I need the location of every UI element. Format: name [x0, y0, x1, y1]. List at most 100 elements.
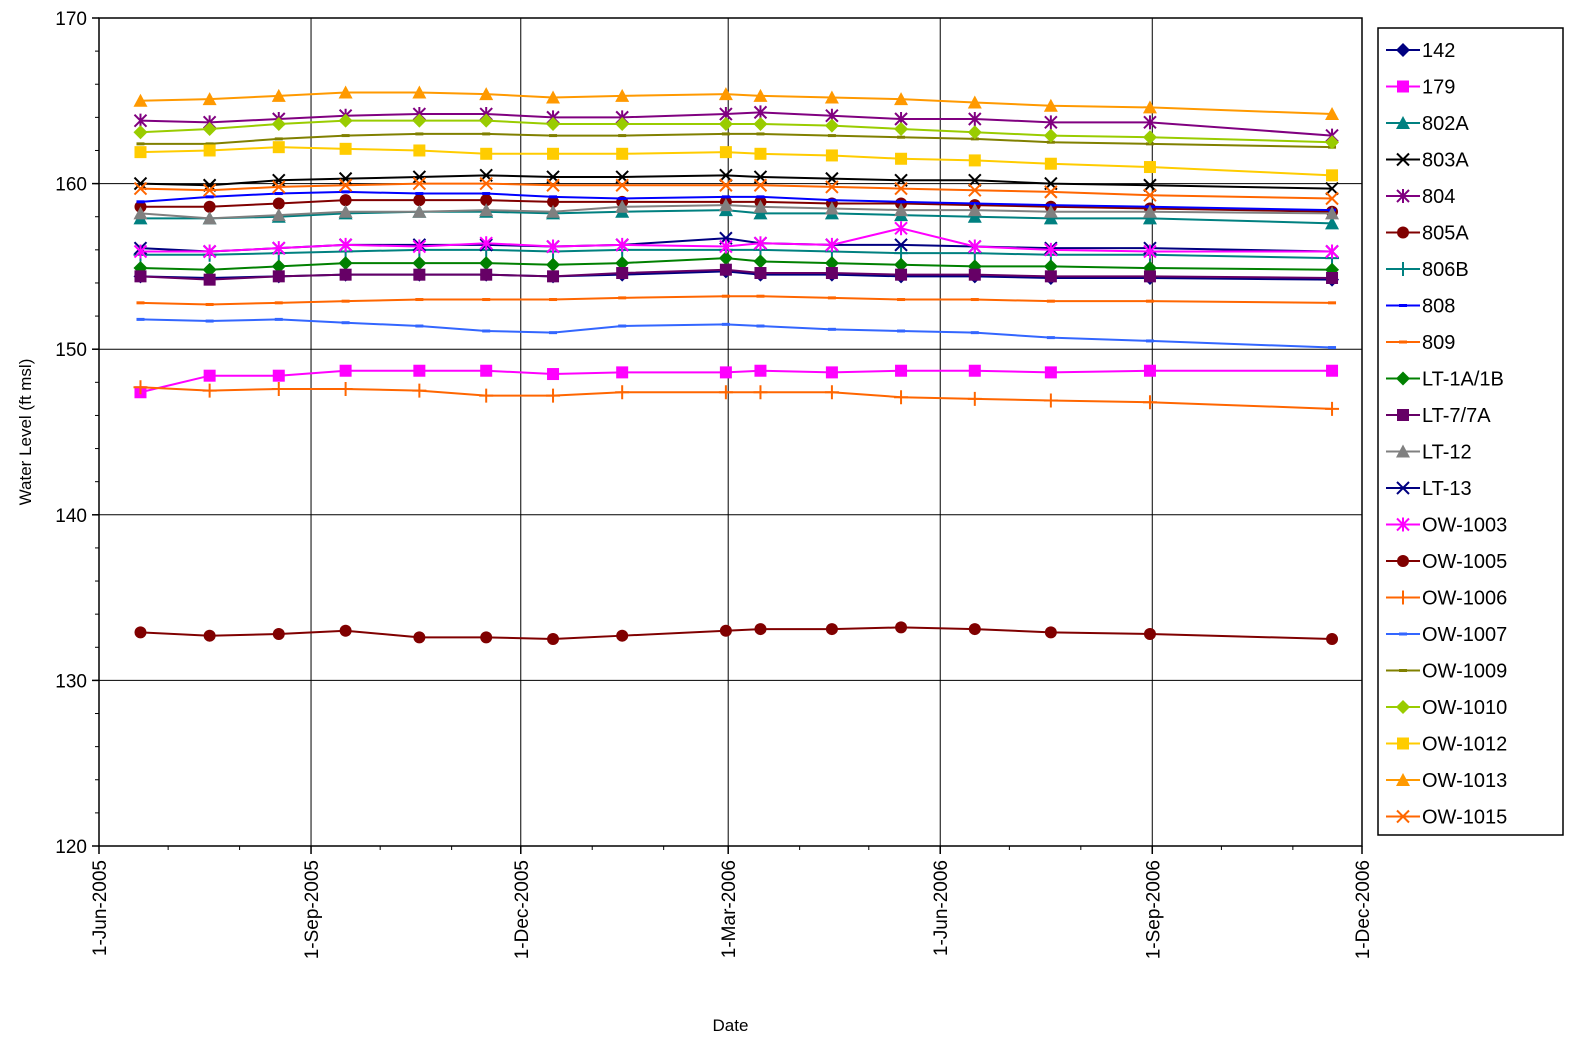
data-point	[415, 324, 424, 328]
data-point	[718, 198, 733, 212]
data-point	[547, 195, 560, 208]
data-point	[272, 369, 285, 382]
data-point	[203, 273, 216, 286]
data-point	[1044, 270, 1057, 283]
data-point	[1143, 628, 1156, 641]
data-point	[274, 317, 283, 321]
legend-label: OW-1015	[1422, 807, 1507, 829]
series-ow-1009	[136, 132, 1337, 149]
legend-marker	[1396, 371, 1410, 386]
data-point	[615, 385, 630, 400]
series-line-ow-1015	[140, 182, 1333, 200]
data-point	[341, 134, 350, 138]
data-point	[274, 192, 283, 196]
data-point	[615, 116, 630, 131]
legend-label: LT-7/7A	[1422, 405, 1491, 427]
data-point	[479, 388, 494, 403]
data-point	[615, 237, 629, 252]
data-point	[967, 391, 982, 406]
legend-label: OW-1003	[1422, 515, 1507, 537]
data-point	[133, 206, 148, 220]
series-line-802a	[140, 209, 1333, 225]
data-point	[202, 244, 217, 259]
data-point	[756, 132, 765, 136]
data-point	[480, 194, 493, 207]
legend-marker	[1396, 517, 1410, 532]
data-point	[824, 256, 839, 271]
data-point	[202, 92, 217, 106]
data-point	[616, 629, 629, 642]
data-point	[203, 200, 216, 213]
legend-item-ow-1015: OW-1015	[1386, 807, 1507, 829]
data-point	[616, 366, 629, 379]
data-point	[479, 256, 494, 271]
legend-label: 809	[1422, 332, 1455, 354]
legend-marker	[1396, 590, 1410, 605]
data-point	[1044, 242, 1058, 257]
series-ow-1013	[133, 85, 1340, 121]
series-179	[134, 364, 1339, 399]
data-point	[272, 628, 285, 641]
legend-item-ow-1013: OW-1013	[1386, 770, 1507, 792]
data-point	[480, 631, 493, 644]
data-point	[480, 268, 493, 281]
data-point	[338, 85, 353, 99]
data-point	[970, 331, 979, 335]
legend-label: OW-1007	[1422, 624, 1507, 646]
data-point	[1044, 157, 1057, 170]
series-line-179	[140, 369, 1333, 394]
data-point	[897, 200, 906, 204]
data-point	[134, 270, 147, 283]
data-point	[341, 190, 350, 194]
legend-marker	[1396, 189, 1410, 203]
data-point	[1325, 191, 1339, 206]
data-point	[894, 121, 909, 136]
data-point	[616, 267, 629, 280]
data-point	[1325, 216, 1340, 230]
data-point	[482, 298, 491, 302]
data-point	[824, 385, 839, 400]
data-point	[894, 257, 909, 272]
x-tick-label: 1-Dec-2005	[512, 860, 533, 959]
data-point	[1043, 211, 1058, 225]
data-point	[753, 88, 768, 102]
data-point	[968, 268, 981, 281]
data-point	[1142, 395, 1157, 410]
y-tick-label: 150	[55, 340, 87, 361]
data-point	[827, 198, 836, 202]
data-point	[479, 176, 493, 191]
data-point	[133, 93, 148, 107]
data-point	[719, 146, 732, 159]
data-point	[1325, 107, 1340, 121]
series-line-808	[140, 190, 1333, 212]
data-point	[616, 147, 629, 160]
data-point	[338, 237, 353, 252]
legend-marker	[1396, 43, 1410, 57]
data-point	[894, 238, 908, 252]
series-ow-1005	[134, 621, 1339, 645]
data-point	[1143, 270, 1156, 283]
data-point	[546, 90, 561, 104]
data-point	[718, 116, 733, 131]
data-point	[967, 209, 982, 223]
data-point	[546, 204, 561, 218]
data-point	[754, 147, 767, 160]
data-point	[756, 294, 765, 298]
data-point	[546, 178, 560, 192]
legend-item-ow-1003: OW-1003	[1386, 515, 1507, 537]
data-point	[547, 368, 560, 381]
series-line-lt-12	[140, 204, 1333, 220]
series-ow-1015	[133, 176, 1339, 206]
data-point	[341, 321, 350, 325]
data-point	[1143, 364, 1156, 377]
legend: 142 179 802A 803A 804 805A 806B 808 809 LT-1A/1B L…	[1377, 27, 1564, 836]
data-point	[719, 624, 732, 637]
data-point	[202, 383, 217, 398]
data-point	[753, 178, 768, 192]
data-point	[272, 241, 286, 256]
data-point	[968, 239, 982, 254]
data-point	[546, 257, 561, 272]
x-tick-label: 1-Jun-2005	[90, 860, 111, 956]
series-line-ow-1012	[140, 146, 1333, 177]
